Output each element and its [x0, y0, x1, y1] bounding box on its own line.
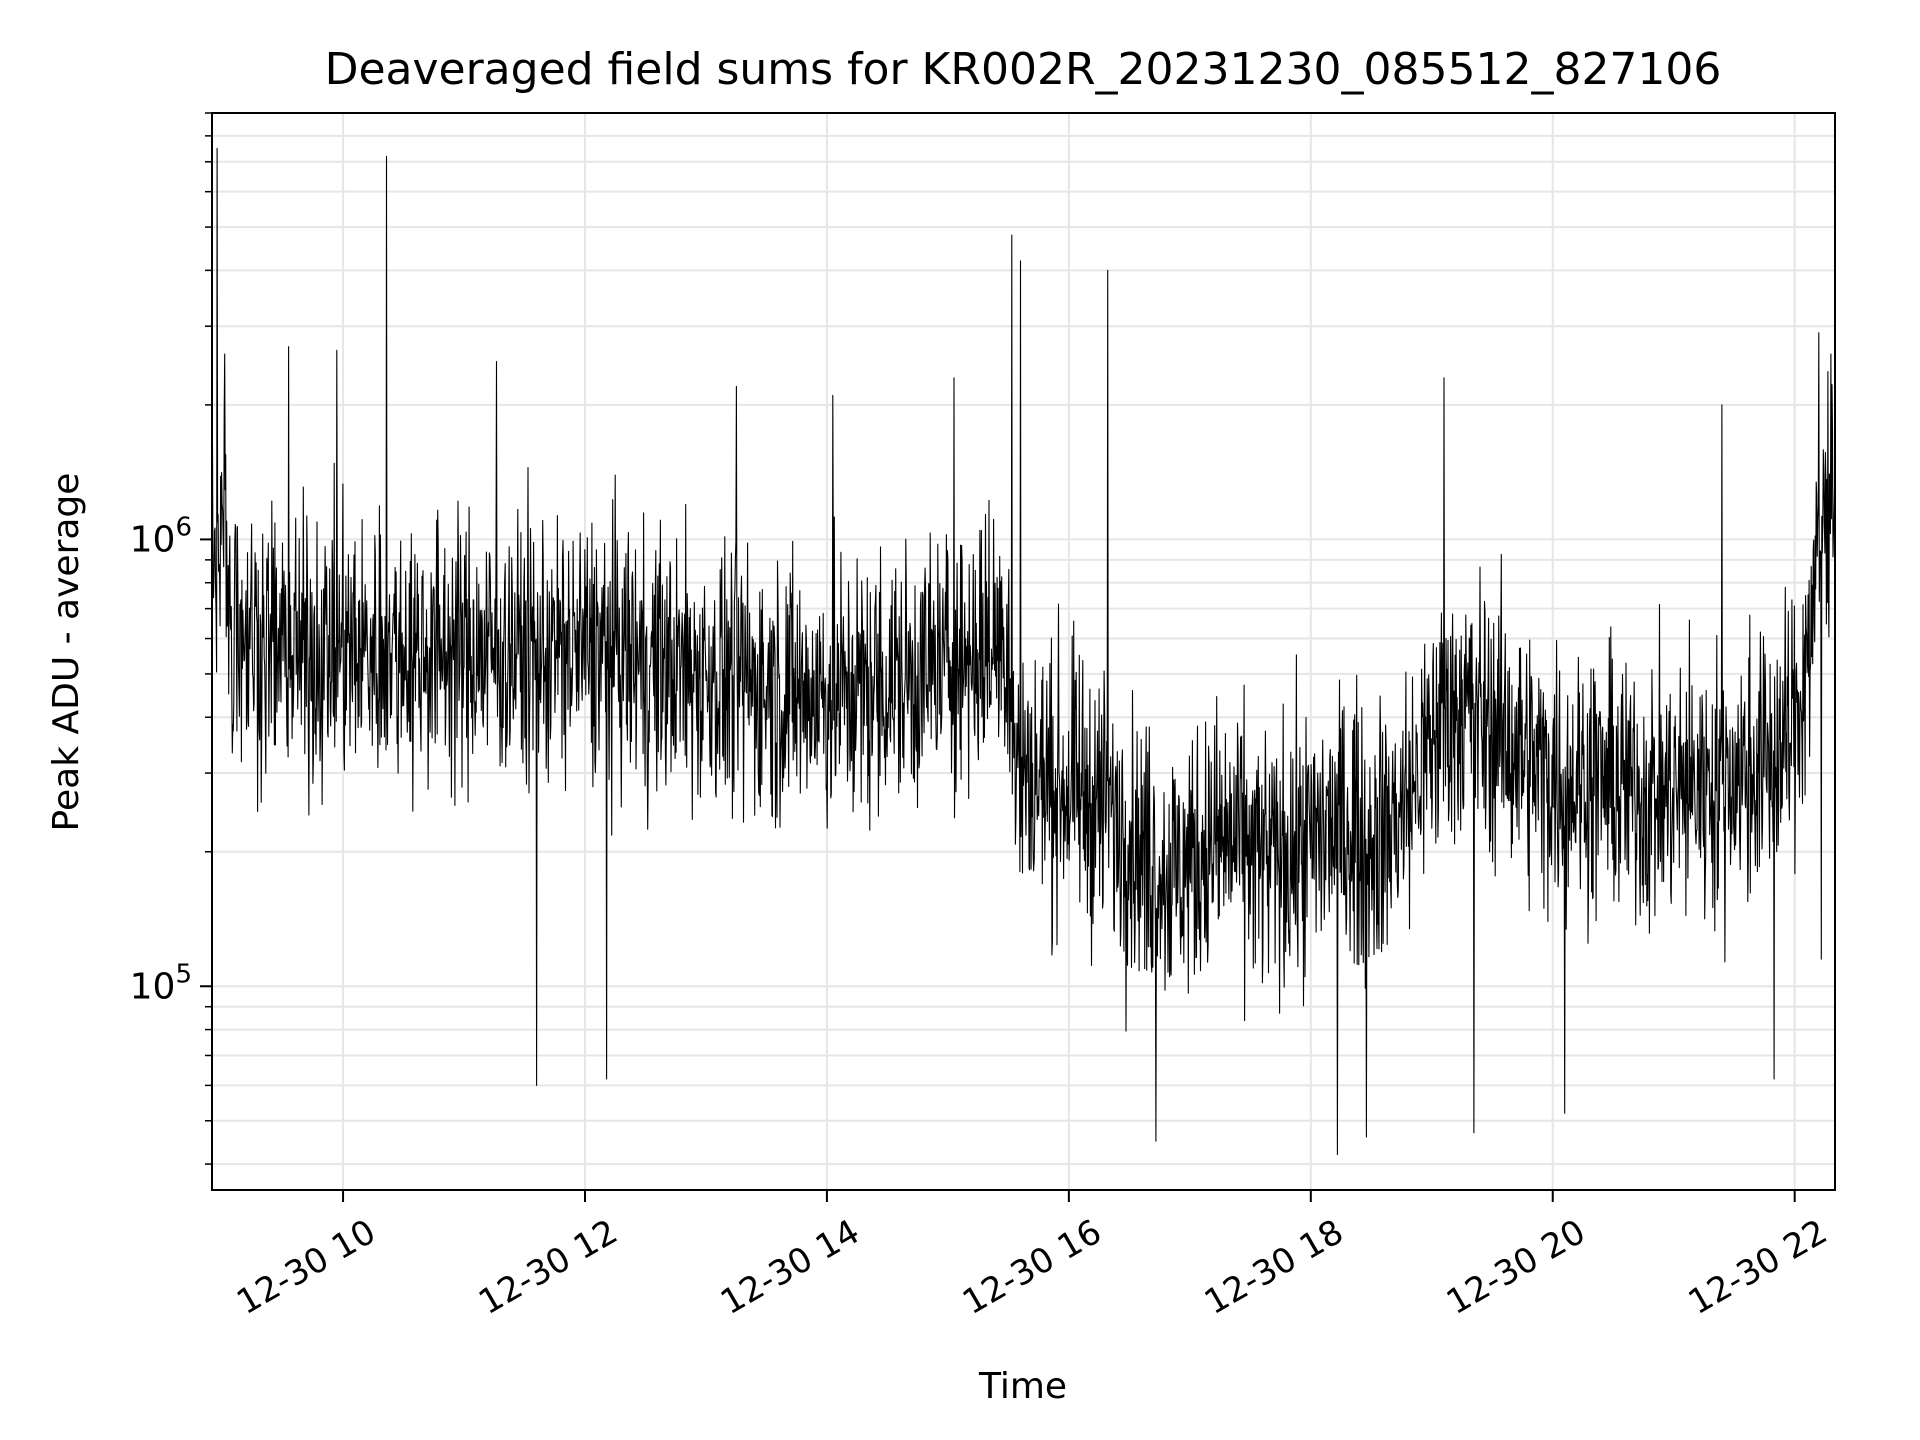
- chart-title: Deaveraged field sums for KR002R_2023123…: [325, 44, 1722, 95]
- y-tick-label: 106: [130, 512, 192, 560]
- data-layer: [211, 147, 1836, 1156]
- plot-frame: [211, 112, 1836, 1191]
- y-tick-label: 105: [130, 959, 192, 1007]
- series-line: [211, 147, 1836, 1156]
- y-axis-label: Peak ADU - average: [46, 473, 87, 832]
- x-axis-label: Time: [978, 1366, 1067, 1407]
